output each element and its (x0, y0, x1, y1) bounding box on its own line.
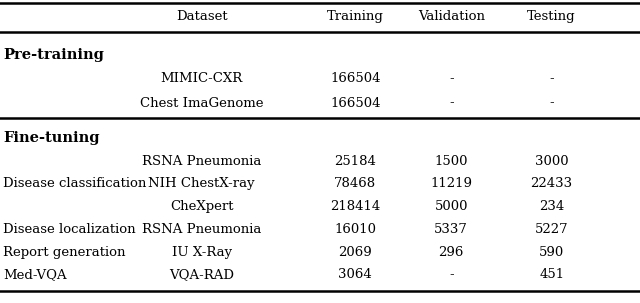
Text: 2069: 2069 (339, 246, 372, 258)
Text: 451: 451 (539, 268, 564, 281)
Text: NIH ChestX-ray: NIH ChestX-ray (148, 178, 255, 190)
Text: 1500: 1500 (435, 155, 468, 168)
Text: Chest ImaGenome: Chest ImaGenome (140, 97, 263, 109)
Text: 296: 296 (438, 246, 464, 258)
Text: Validation: Validation (418, 10, 484, 23)
Text: 166504: 166504 (330, 72, 380, 85)
Text: -: - (549, 72, 554, 85)
Text: IU X-Ray: IU X-Ray (172, 246, 232, 258)
Text: Testing: Testing (527, 10, 576, 23)
Text: 5000: 5000 (435, 200, 468, 213)
Text: CheXpert: CheXpert (170, 200, 234, 213)
Text: 166504: 166504 (330, 97, 380, 109)
Text: MIMIC-CXR: MIMIC-CXR (161, 72, 243, 85)
Text: 11219: 11219 (430, 178, 472, 190)
Text: 16010: 16010 (334, 223, 376, 236)
Text: 3000: 3000 (535, 155, 568, 168)
Text: Disease localization: Disease localization (3, 223, 136, 236)
Text: 3064: 3064 (339, 268, 372, 281)
Text: Training: Training (327, 10, 383, 23)
Text: 218414: 218414 (330, 200, 380, 213)
Text: -: - (449, 268, 454, 281)
Text: Dataset: Dataset (176, 10, 227, 23)
Text: Fine-tuning: Fine-tuning (3, 132, 100, 145)
Text: Disease classification: Disease classification (3, 178, 147, 190)
Text: Pre-training: Pre-training (3, 48, 104, 62)
Text: 78468: 78468 (334, 178, 376, 190)
Text: -: - (449, 72, 454, 85)
Text: 5337: 5337 (435, 223, 468, 236)
Text: 234: 234 (539, 200, 564, 213)
Text: Med-VQA: Med-VQA (3, 268, 67, 281)
Text: RSNA Pneumonia: RSNA Pneumonia (142, 223, 261, 236)
Text: 5227: 5227 (535, 223, 568, 236)
Text: 22433: 22433 (531, 178, 573, 190)
Text: -: - (549, 97, 554, 109)
Text: -: - (449, 97, 454, 109)
Text: RSNA Pneumonia: RSNA Pneumonia (142, 155, 261, 168)
Text: 25184: 25184 (334, 155, 376, 168)
Text: Report generation: Report generation (3, 246, 125, 258)
Text: VQA-RAD: VQA-RAD (169, 268, 234, 281)
Text: 590: 590 (539, 246, 564, 258)
